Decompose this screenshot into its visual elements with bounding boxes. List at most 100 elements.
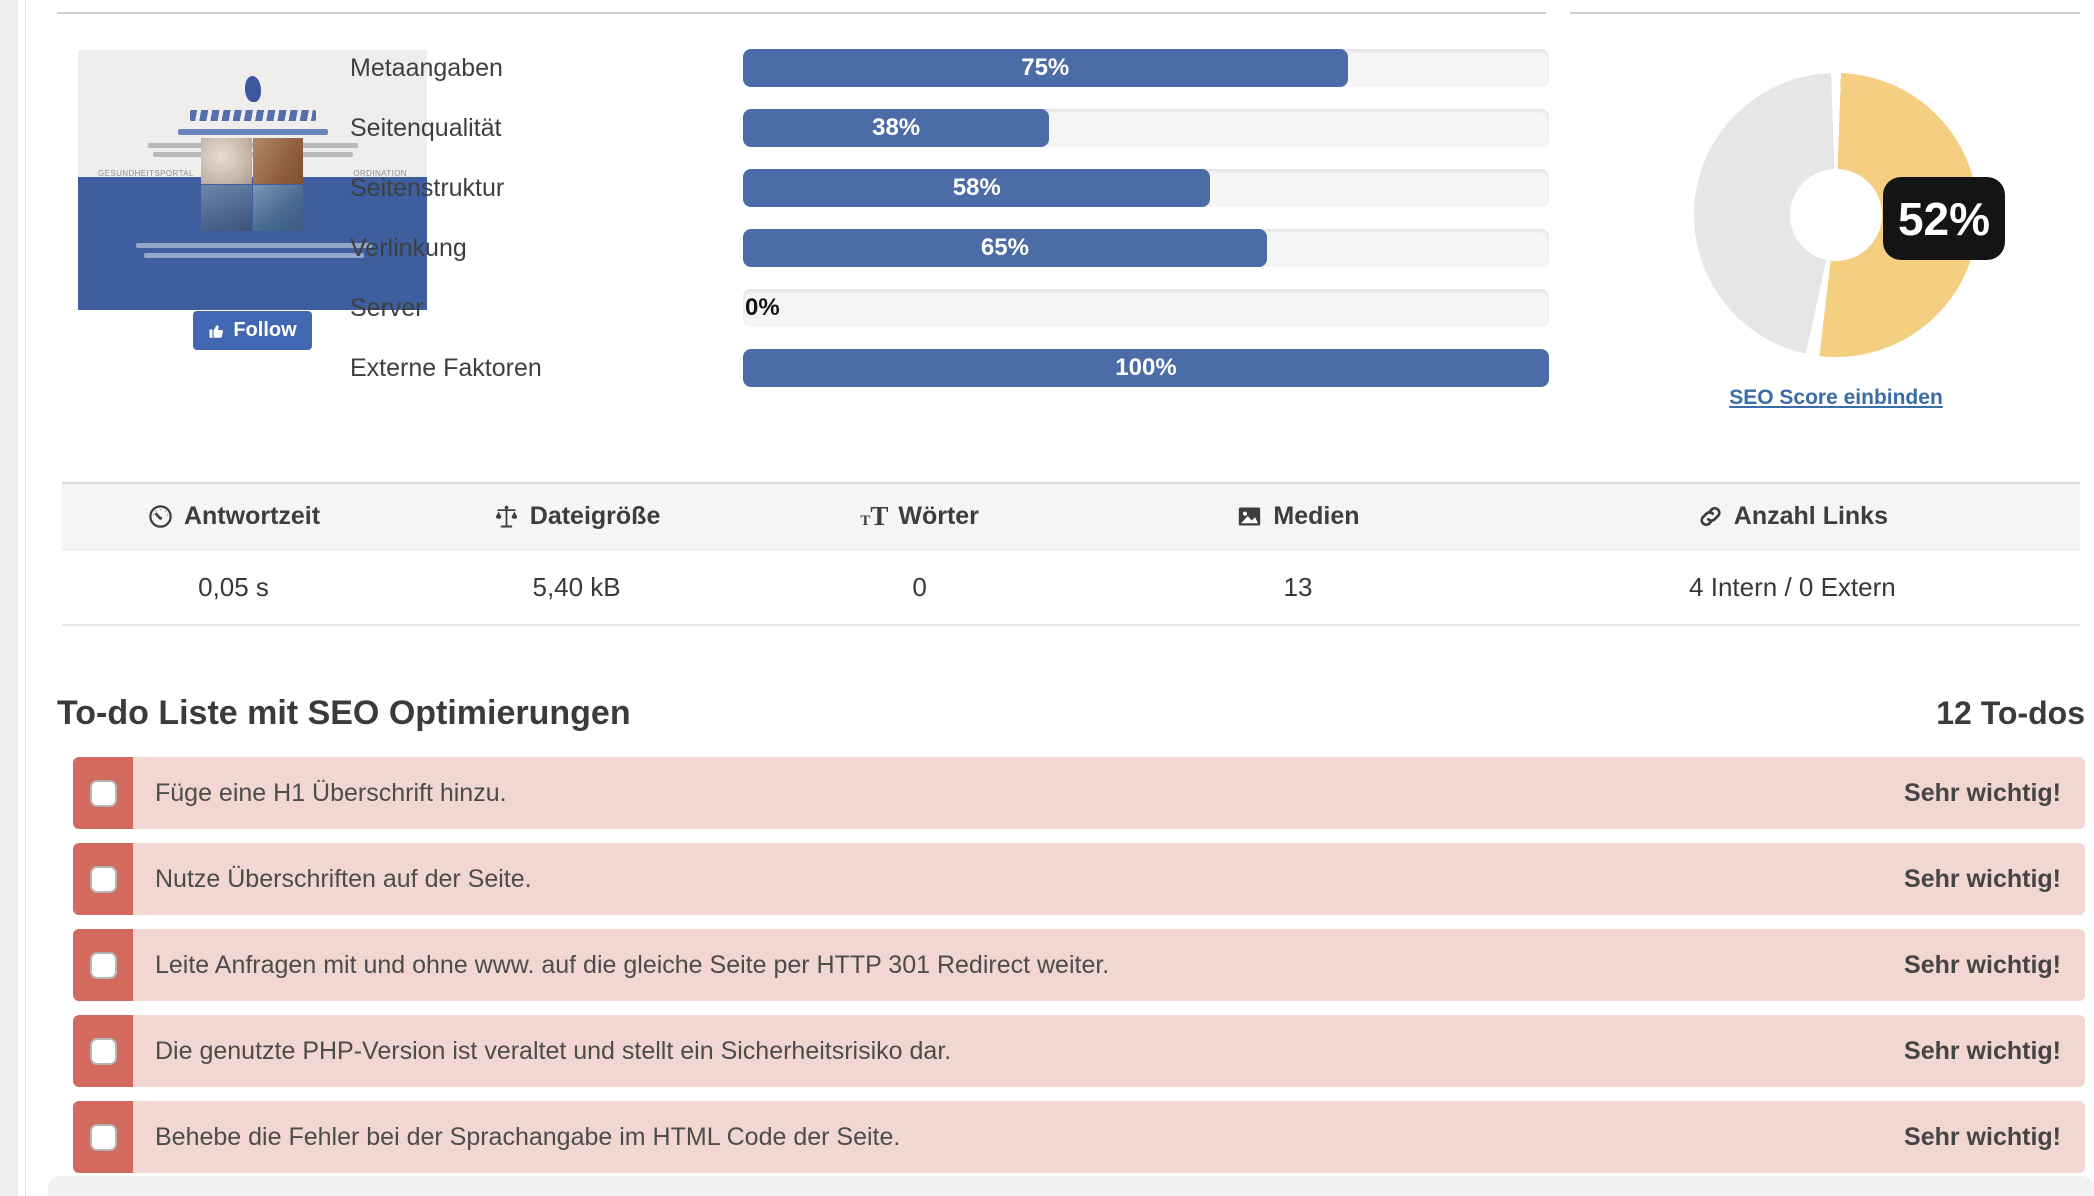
metric-header-medien: Medien bbox=[1091, 502, 1505, 531]
todo-severity-label: Sehr wichtig! bbox=[1904, 1122, 2061, 1151]
todo-checkbox[interactable] bbox=[89, 1037, 117, 1065]
score-category-label: Externe Faktoren bbox=[350, 354, 542, 382]
todo-item-h1-ueberschrift: Füge eine H1 Überschrift hinzu. Sehr wic… bbox=[73, 757, 2085, 829]
media-icon bbox=[1239, 507, 1261, 526]
todo-list-title: To-do Liste mit SEO Optimierungen bbox=[57, 694, 631, 732]
metric-header-dateigroesse: Dateigröße bbox=[405, 502, 748, 531]
todo-checkbox[interactable] bbox=[89, 951, 117, 979]
score-bar-fill: 58% bbox=[743, 169, 1211, 207]
todo-item-sprachangabe: Behebe die Fehler bei der Sprachangabe i… bbox=[73, 1101, 2085, 1173]
seo-score-embed: SEO Score einbinden bbox=[1654, 386, 2018, 410]
metric-value-antwortzeit: 0,05 s bbox=[198, 571, 269, 602]
preview-photo-sea bbox=[252, 185, 303, 231]
todo-item-php-version: Die genutzte PHP-Version ist veraltet un… bbox=[73, 1015, 2085, 1087]
todo-severity-label: Sehr wichtig! bbox=[1904, 950, 2061, 979]
score-bar-track: 75% bbox=[743, 49, 1549, 87]
score-bar-value: 75% bbox=[1021, 54, 1070, 81]
todo-check-cell bbox=[73, 1101, 133, 1173]
score-row-metaangaben: Metaangaben 75% bbox=[350, 49, 1550, 87]
score-bar-track: 0% bbox=[743, 289, 1549, 327]
todo-item-text: Behebe die Fehler bei der Sprachangabe i… bbox=[155, 1122, 901, 1151]
link-icon bbox=[1700, 506, 1721, 527]
todo-severity-label: Sehr wichtig! bbox=[1904, 778, 2061, 807]
todo-checkbox[interactable] bbox=[89, 779, 117, 807]
page-metrics-table: Antwortzeit Dateigröße TT Wörter bbox=[62, 482, 2080, 626]
score-bar-track: 38% bbox=[743, 109, 1549, 147]
preview-photo-baby bbox=[201, 138, 252, 184]
preview-signature-line bbox=[190, 110, 316, 121]
facebook-follow-button[interactable]: Follow bbox=[193, 311, 312, 350]
metric-header-antwortzeit: Antwortzeit bbox=[62, 502, 405, 531]
preview-photo-grid bbox=[201, 138, 303, 231]
score-bar-fill: 75% bbox=[743, 49, 1348, 87]
score-bar-track: 100% bbox=[743, 349, 1549, 387]
seo-score-embed-link[interactable]: SEO Score einbinden bbox=[1729, 386, 1943, 409]
todo-item-body: Leite Anfragen mit und ohne www. auf die… bbox=[133, 929, 2085, 1001]
score-row-seitenqualitaet: Seitenqualität 38% bbox=[350, 109, 1550, 147]
metric-label: Dateigröße bbox=[529, 502, 661, 530]
todo-item-body: Nutze Überschriften auf der Seite. Sehr … bbox=[133, 843, 2085, 915]
text-icon: TT bbox=[860, 501, 889, 531]
metric-label: Antwortzeit bbox=[183, 502, 321, 530]
todo-checkbox[interactable] bbox=[89, 865, 117, 893]
next-section-edge bbox=[48, 1176, 2094, 1196]
todo-severity-label: Sehr wichtig! bbox=[1904, 1036, 2061, 1065]
score-bar-track: 58% bbox=[743, 169, 1549, 207]
metric-header-anzahl-links: Anzahl Links bbox=[1505, 502, 2080, 531]
todo-item-body: Füge eine H1 Überschrift hinzu. Sehr wic… bbox=[133, 757, 2085, 829]
score-category-label: Seitenqualität bbox=[350, 114, 502, 142]
score-row-externe-faktoren: Externe Faktoren 100% bbox=[350, 349, 1550, 387]
score-row-seitenstruktur: Seitenstruktur 58% bbox=[350, 169, 1550, 207]
preview-photo-woman bbox=[252, 138, 303, 184]
tachometer-icon bbox=[149, 505, 172, 528]
metric-value-anzahl-links: 4 Intern / 0 Extern bbox=[1689, 571, 1896, 602]
preview-subtitle-line bbox=[178, 129, 328, 135]
metric-label: Wörter bbox=[898, 502, 979, 530]
score-category-label: Seitenstruktur bbox=[350, 174, 505, 202]
preview-quote-line bbox=[144, 253, 364, 258]
todo-check-cell bbox=[73, 843, 133, 915]
score-bar-value: 100% bbox=[1115, 354, 1177, 381]
todo-item-redirect: Leite Anfragen mit und ohne www. auf die… bbox=[73, 929, 2085, 1001]
todo-item-body: Die genutzte PHP-Version ist veraltet un… bbox=[133, 1015, 2085, 1087]
thumbs-up-icon bbox=[209, 324, 224, 338]
scale-icon bbox=[495, 505, 518, 528]
todo-header: To-do Liste mit SEO Optimierungen 12 To-… bbox=[57, 694, 2085, 733]
seo-score-badge: 52% bbox=[1883, 177, 2005, 260]
card-left-border bbox=[25, 0, 26, 1196]
score-bar-value: 65% bbox=[980, 234, 1029, 261]
score-bar-value: 0% bbox=[745, 294, 780, 321]
todo-check-cell bbox=[73, 757, 133, 829]
score-bar-fill: 38% bbox=[743, 109, 1050, 147]
page-left-gutter bbox=[0, 0, 18, 1196]
score-category-label: Server bbox=[350, 294, 424, 322]
metrics-value-row: 0,05 s 5,40 kB 0 13 4 Intern / 0 Extern bbox=[62, 550, 2080, 626]
todo-item-text: Nutze Überschriften auf der Seite. bbox=[155, 864, 532, 893]
todo-item-text: Leite Anfragen mit und ohne www. auf die… bbox=[155, 950, 1110, 979]
score-bar-track: 65% bbox=[743, 229, 1549, 267]
score-bar-fill: 65% bbox=[743, 229, 1267, 267]
todo-checkbox[interactable] bbox=[89, 1123, 117, 1151]
metric-label: Medien bbox=[1273, 502, 1360, 530]
score-category-label: Verlinkung bbox=[350, 234, 467, 262]
metric-label: Anzahl Links bbox=[1733, 502, 1888, 530]
preview-photo-family bbox=[201, 185, 252, 231]
preview-logo bbox=[245, 76, 261, 102]
website-preview-thumbnail: GESUNDHEITSPORTAL ORDINATION bbox=[78, 50, 427, 310]
todo-item-body: Behebe die Fehler bei der Sprachangabe i… bbox=[133, 1101, 2085, 1173]
metric-value-medien: 13 bbox=[1283, 571, 1313, 602]
todo-severity-label: Sehr wichtig! bbox=[1904, 864, 2061, 893]
metric-header-woerter: TT Wörter bbox=[748, 502, 1091, 531]
todo-list: Füge eine H1 Überschrift hinzu. Sehr wic… bbox=[73, 757, 2085, 1187]
metrics-header-row: Antwortzeit Dateigröße TT Wörter bbox=[62, 482, 2080, 550]
todo-count-badge: 12 To-dos bbox=[1936, 695, 2085, 731]
score-row-verlinkung: Verlinkung 65% bbox=[350, 229, 1550, 267]
follow-button-label: Follow bbox=[233, 319, 297, 341]
donut-hole bbox=[1790, 169, 1882, 261]
todo-item-text: Die genutzte PHP-Version ist veraltet un… bbox=[155, 1036, 952, 1065]
score-bar-value: 58% bbox=[952, 174, 1001, 201]
todo-check-cell bbox=[73, 929, 133, 1001]
score-row-server: Server 0% bbox=[350, 289, 1550, 327]
top-divider-left bbox=[57, 12, 1546, 14]
